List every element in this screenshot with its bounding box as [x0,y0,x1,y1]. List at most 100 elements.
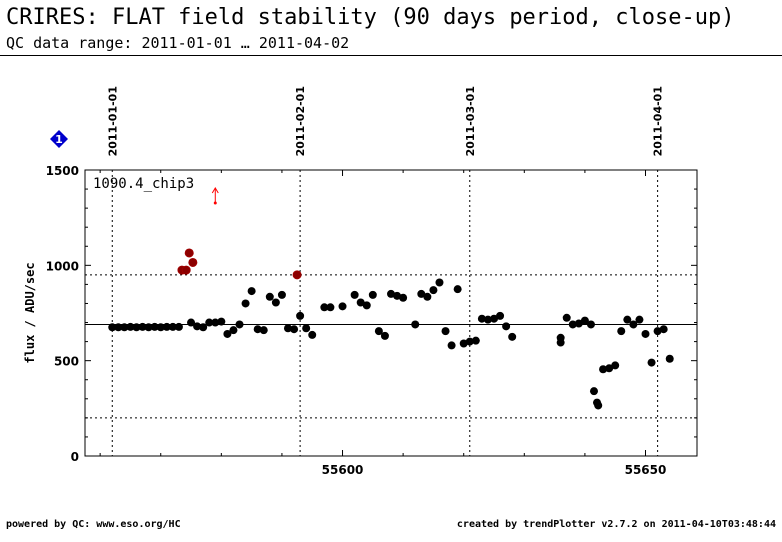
data-point [441,327,450,336]
data-point [217,317,226,326]
data-point [283,324,292,333]
data-point [393,291,402,300]
data-point [665,354,674,363]
data-point [435,278,444,287]
data-point [453,285,462,294]
data-point [241,299,250,308]
data-point [350,290,359,299]
data-point [374,327,383,336]
data-point [589,387,598,396]
offscale-arrowhead [211,187,219,194]
data-point [617,327,626,336]
outlier-point [188,257,198,267]
outlier-point [292,270,302,280]
y-tick-label: 0 [71,450,79,464]
data-point [277,290,286,299]
date-marker-label: 2011-04-01 [652,86,665,156]
data-point [193,322,202,331]
data-point [611,361,620,370]
data-point [126,322,135,331]
footer-created-by: created by trendPlotter v2.7.2 on 2011-0… [456,519,776,530]
data-point [320,303,329,312]
data-point [326,303,335,312]
data-point [223,329,232,338]
data-point [423,292,432,301]
data-point [229,326,238,335]
data-point [199,323,208,332]
data-point [138,322,147,331]
data-point [205,318,214,327]
chart-subtitle: QC data range: 2011-01-01 … 2011-04-02 [6,34,350,52]
data-point [338,302,347,311]
data-point [605,364,614,373]
y-tick-label: 500 [54,355,79,369]
plot-frame [84,169,698,457]
info-diamond-icon[interactable]: 1 [50,130,68,148]
data-point [490,314,499,323]
y-tick-label: 1500 [46,164,79,178]
data-point [296,311,305,320]
data-point [568,320,577,329]
data-point [447,341,456,350]
data-point [659,325,668,334]
date-marker-label: 2011-02-01 [294,86,307,156]
data-point [380,331,389,340]
x-tick-label: 55600 [322,463,364,477]
date-marker-label: 2011-01-01 [106,86,119,156]
data-point [271,298,280,307]
data-point [594,401,603,410]
data-point [471,336,480,345]
data-point [247,287,256,296]
data-point [574,319,583,328]
data-point [599,365,608,374]
data-point [368,290,377,299]
outlier-point [181,265,191,275]
data-point [562,313,571,322]
data-point [290,325,299,334]
data-point [417,289,426,298]
data-point [653,327,662,336]
data-point [187,318,196,327]
data-point [362,301,371,310]
data-point [629,320,638,329]
data-point [477,314,486,323]
data-point [399,293,408,302]
footer-powered-by: powered by QC: www.eso.org/HC [6,519,181,530]
data-point [235,320,244,329]
data-point [623,315,632,324]
data-point [174,322,183,331]
data-point [411,320,420,329]
info-badge-label: 1 [55,133,63,146]
data-point [580,316,589,325]
data-point [308,330,317,339]
data-point [302,324,311,333]
data-point [641,329,650,338]
data-point [647,358,656,367]
data-point [356,298,365,307]
panel-label: 1090.4_chip3 [93,176,194,192]
date-marker-label: 2011-03-01 [464,86,477,156]
data-point [429,286,438,295]
data-point [459,339,468,348]
data-point [211,318,220,327]
data-point [168,322,177,331]
data-point [156,323,165,332]
data-point [586,320,595,329]
chart-title: CRIRES: FLAT field stability (90 days pe… [6,5,735,30]
data-point [635,315,644,324]
data-point [162,322,171,331]
x-tick-label: 55650 [625,463,667,477]
offscale-point [213,201,217,205]
y-axis-label: flux / ADU/sec [23,262,37,363]
outlier-point [184,248,194,258]
data-point [265,292,274,301]
data-point [387,289,395,298]
data-point [465,337,474,346]
data-point [150,322,159,331]
data-point [132,323,141,332]
data-point [556,338,565,347]
data-point [496,311,505,320]
data-point [108,323,117,332]
data-point [144,323,153,332]
